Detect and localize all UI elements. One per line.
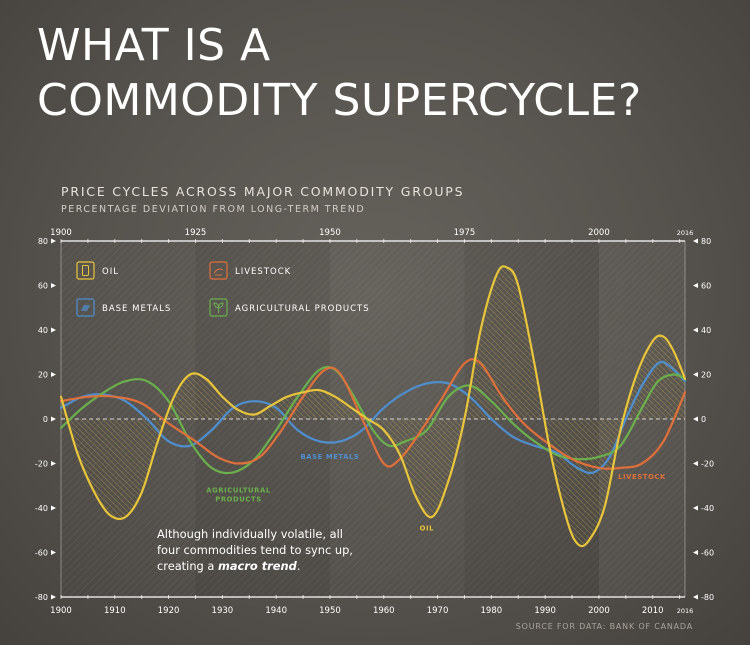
left-y-tick-label: -80	[35, 593, 48, 602]
bottom-tick-label: 2016	[677, 607, 694, 615]
oil-line	[59, 265, 687, 548]
source-credit: SOURCE FOR DATA: BANK OF CANADA	[515, 622, 693, 631]
left-y-tick-label: 20	[38, 371, 48, 380]
right-y-tick-label: -20	[701, 460, 714, 469]
right-y-tick-arrow	[693, 238, 698, 244]
note-line-1: Although individually volatile, all	[157, 527, 343, 541]
legend-item-oil: OIL	[76, 261, 119, 280]
top-tick-label: 2016	[677, 229, 694, 237]
chart-title: PRICE CYCLES ACROSS MAJOR COMMODITY GROU…	[61, 184, 465, 199]
legend-label: AGRICULTURAL PRODUCTS	[235, 304, 370, 314]
annotation-agricultural-products: AGRICULTURAL	[206, 486, 271, 494]
right-y-tick-label: 0	[701, 415, 706, 424]
right-y-tick-label: 20	[701, 371, 711, 380]
bottom-tick-label: 1910	[104, 606, 126, 616]
headline: WHAT IS A COMMODITY SUPERCYCLE?	[37, 18, 737, 128]
note-line-2: four commodities tend to sync up,	[157, 543, 353, 557]
right-y-tick-arrow	[693, 550, 698, 555]
right-y-tick-label: -60	[701, 549, 714, 558]
annotation-oil: OIL	[420, 524, 435, 532]
chart-note: Although individually volatile, all four…	[157, 526, 417, 574]
annotation-base-metals: BASE METALS	[300, 453, 359, 461]
bottom-tick-label: 1920	[158, 606, 180, 616]
note-line-3-prefix: creating a	[157, 559, 218, 573]
headline-line-2: COMMODITY SUPERCYCLE?	[37, 75, 642, 126]
plant-glyph	[213, 302, 224, 313]
left-y-tick-label: 80	[38, 237, 48, 246]
legend-label: BASE METALS	[102, 304, 171, 314]
left-y-tick-arrow	[51, 461, 56, 466]
left-y-tick-label: 0	[43, 415, 48, 424]
oil-barrel-glyph	[82, 265, 89, 276]
plant-icon	[209, 298, 228, 317]
legend-item-livestock: LIVESTOCK	[209, 261, 291, 280]
legend-item-agricultural-products: AGRICULTURAL PRODUCTS	[209, 298, 370, 317]
bottom-tick-label: 1900	[50, 606, 72, 616]
left-y-tick-arrow	[51, 505, 56, 511]
left-y-tick-arrow	[51, 550, 56, 555]
livestock-icon	[209, 261, 228, 280]
chart-subtitle: PERCENTAGE DEVIATION FROM LONG-TERM TREN…	[61, 204, 366, 215]
ingot-glyph	[81, 305, 90, 311]
right-y-tick-arrow	[693, 372, 698, 377]
bottom-tick-label: 2010	[642, 606, 664, 616]
legend-label: LIVESTOCK	[235, 267, 291, 277]
right-y-tick-arrow	[693, 327, 698, 333]
left-y-tick-label: -60	[35, 549, 48, 558]
top-tick-label: 1900	[50, 228, 72, 238]
livestock-glyph	[213, 268, 224, 276]
left-y-tick-label: -40	[35, 504, 48, 513]
top-tick-label: 1950	[319, 228, 341, 238]
top-tick-label: 1975	[454, 228, 476, 238]
left-y-tick-arrow	[51, 416, 56, 422]
left-y-tick-label: 40	[38, 326, 48, 335]
top-tick-label: 1925	[185, 228, 207, 238]
left-y-tick-label: -20	[35, 460, 48, 469]
bottom-tick-label: 1930	[212, 606, 234, 616]
right-y-tick-arrow	[693, 416, 698, 422]
annotation-livestock: LIVESTOCK	[618, 473, 666, 481]
bottom-tick-label: 2000	[588, 606, 610, 616]
right-y-tick-label: -80	[701, 593, 714, 602]
bottom-tick-label: 1960	[373, 606, 395, 616]
bottom-tick-label: 1980	[481, 606, 503, 616]
right-y-tick-label: -40	[701, 504, 714, 513]
headline-line-1: WHAT IS A	[37, 20, 271, 71]
right-y-tick-label: 40	[701, 326, 711, 335]
bottom-tick-label: 1990	[534, 606, 556, 616]
left-y-tick-arrow	[51, 594, 56, 600]
livestock-line	[59, 358, 687, 470]
metal-ingot-icon	[76, 298, 95, 317]
left-y-tick-arrow	[51, 372, 56, 377]
right-y-tick-label: 60	[701, 282, 711, 291]
right-y-tick-label: 80	[701, 237, 711, 246]
base-metals-line	[59, 360, 687, 475]
left-y-tick-arrow	[51, 283, 56, 288]
left-y-tick-arrow	[51, 238, 56, 244]
legend-label: OIL	[102, 267, 119, 277]
left-y-tick-label: 60	[38, 282, 48, 291]
note-line-3-suffix: .	[296, 559, 301, 573]
oil-barrel-icon	[76, 261, 95, 280]
top-tick-label: 2000	[588, 228, 610, 238]
bottom-tick-label: 1950	[319, 606, 341, 616]
annotation-agricultural-products: PRODUCTS	[215, 495, 261, 503]
bottom-tick-label: 1970	[427, 606, 449, 616]
legend-item-base-metals: BASE METALS	[76, 298, 171, 317]
left-y-tick-arrow	[51, 327, 56, 333]
bottom-tick-label: 1940	[265, 606, 287, 616]
note-emphasis: macro trend	[218, 559, 297, 573]
right-y-tick-arrow	[693, 594, 698, 600]
right-y-tick-arrow	[693, 283, 698, 288]
right-y-tick-arrow	[693, 505, 698, 511]
right-y-tick-arrow	[693, 461, 698, 466]
